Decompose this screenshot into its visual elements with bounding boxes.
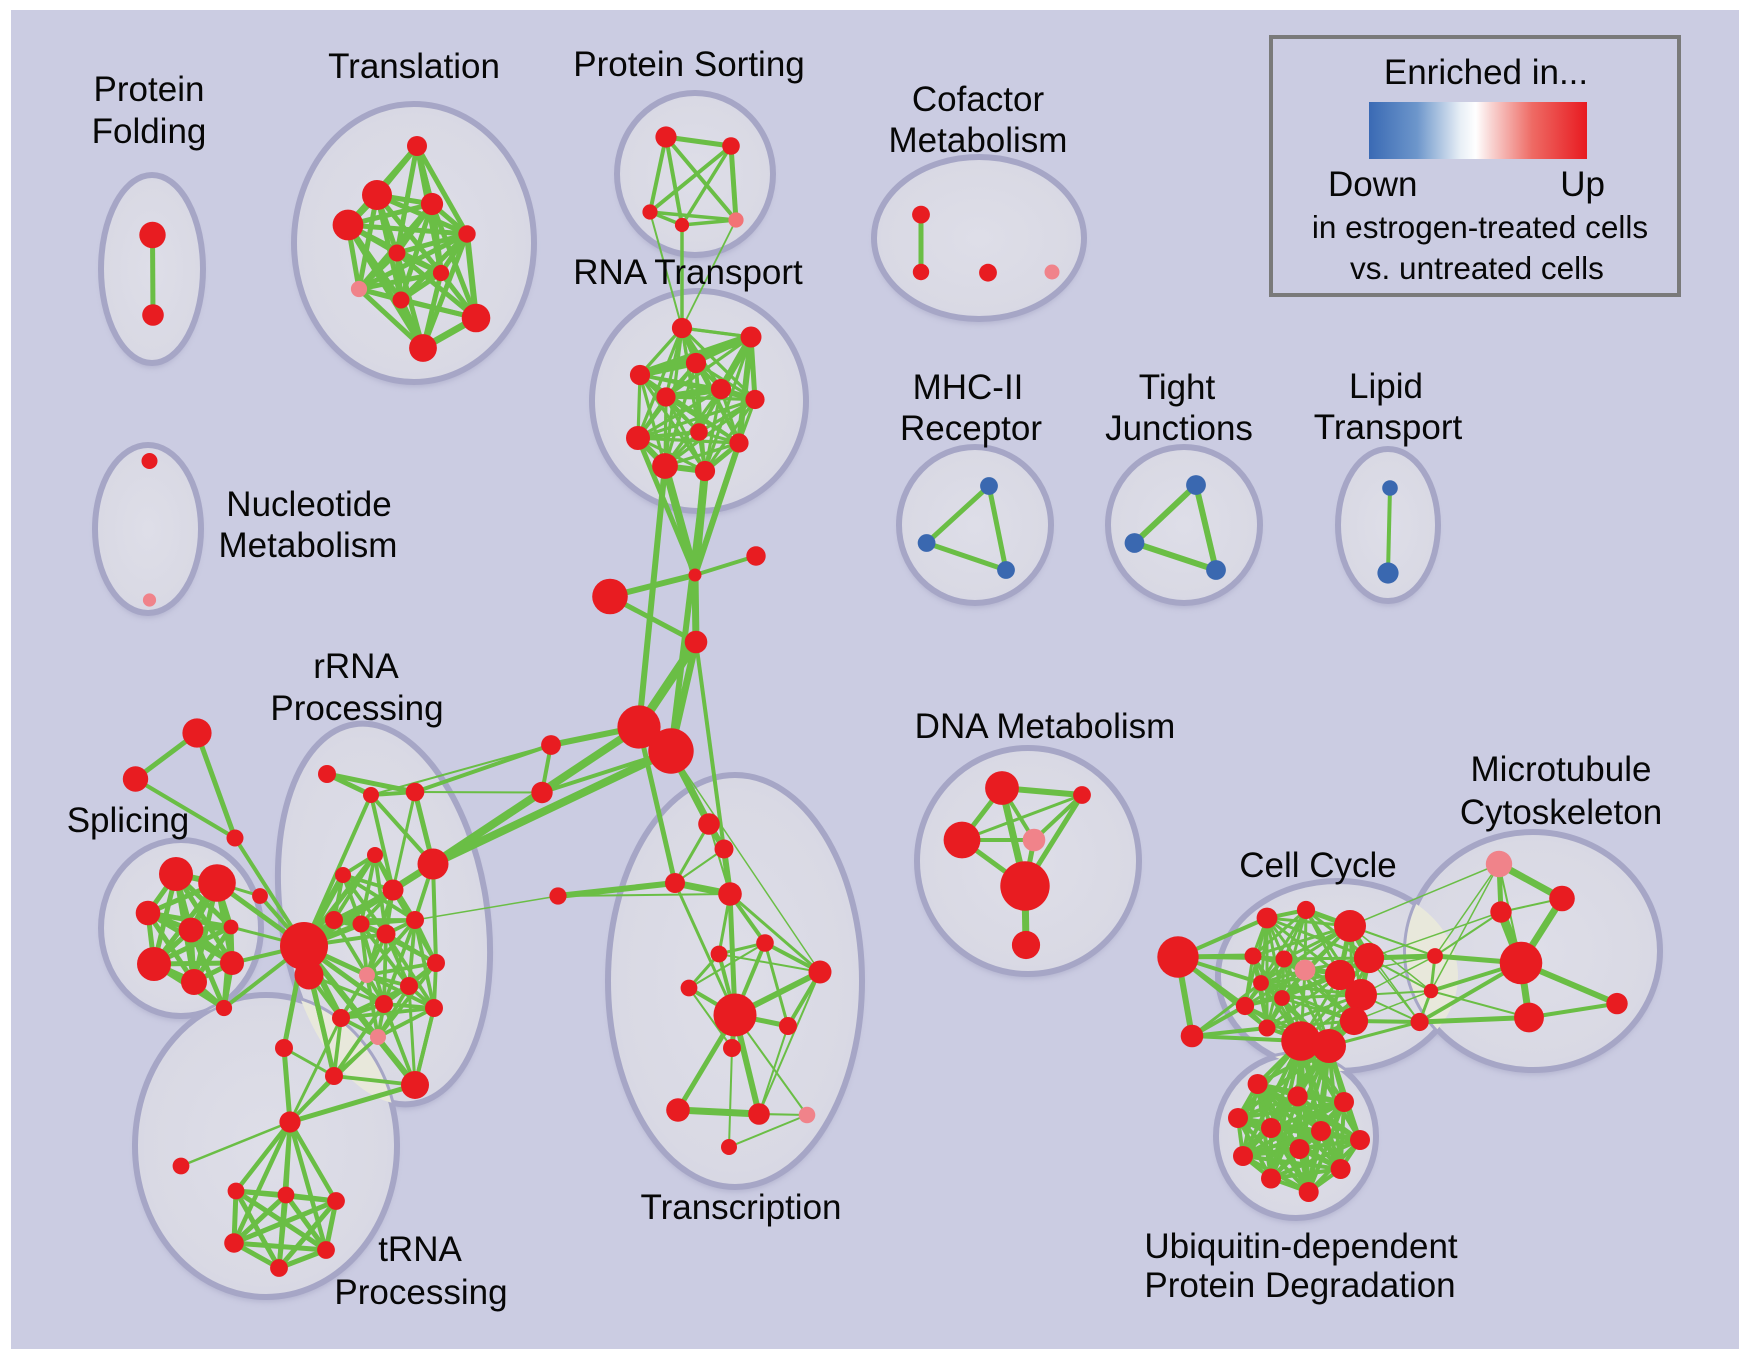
svg-text:Metabolism: Metabolism [889,121,1068,160]
svg-text:Processing: Processing [334,1273,507,1312]
svg-text:in estrogen-treated cells: in estrogen-treated cells [1312,209,1648,245]
svg-text:Metabolism: Metabolism [219,526,398,565]
svg-text:vs. untreated cells: vs. untreated cells [1350,250,1604,286]
svg-text:Splicing: Splicing [67,801,190,840]
svg-text:Protein: Protein [94,70,205,109]
svg-text:Receptor: Receptor [900,409,1042,448]
svg-text:Microtubule: Microtubule [1471,750,1652,789]
svg-text:Translation: Translation [328,47,500,86]
svg-text:Folding: Folding [92,112,207,151]
svg-text:tRNA: tRNA [378,1230,462,1269]
svg-text:MHC-II: MHC-II [913,368,1024,407]
svg-text:Junctions: Junctions [1105,409,1253,448]
svg-text:Up: Up [1560,165,1605,204]
svg-text:Processing: Processing [270,689,443,728]
svg-text:DNA Metabolism: DNA Metabolism [915,707,1176,746]
svg-text:Nucleotide: Nucleotide [226,485,391,524]
svg-text:Protein Degradation: Protein Degradation [1144,1266,1455,1305]
svg-text:Cell Cycle: Cell Cycle [1239,846,1397,885]
svg-text:rRNA: rRNA [313,647,399,686]
svg-text:Protein Sorting: Protein Sorting [573,45,805,84]
svg-text:Lipid: Lipid [1349,367,1423,406]
svg-text:RNA Transport: RNA Transport [573,253,803,292]
svg-text:Ubiquitin-dependent: Ubiquitin-dependent [1144,1227,1458,1266]
svg-text:Enriched in...: Enriched in... [1384,53,1588,92]
svg-text:Down: Down [1328,165,1417,204]
svg-text:Cofactor: Cofactor [912,80,1045,119]
svg-text:Transcription: Transcription [641,1188,842,1227]
svg-text:Transport: Transport [1314,408,1463,447]
svg-text:Tight: Tight [1139,368,1216,407]
svg-text:Cytoskeleton: Cytoskeleton [1460,793,1662,832]
